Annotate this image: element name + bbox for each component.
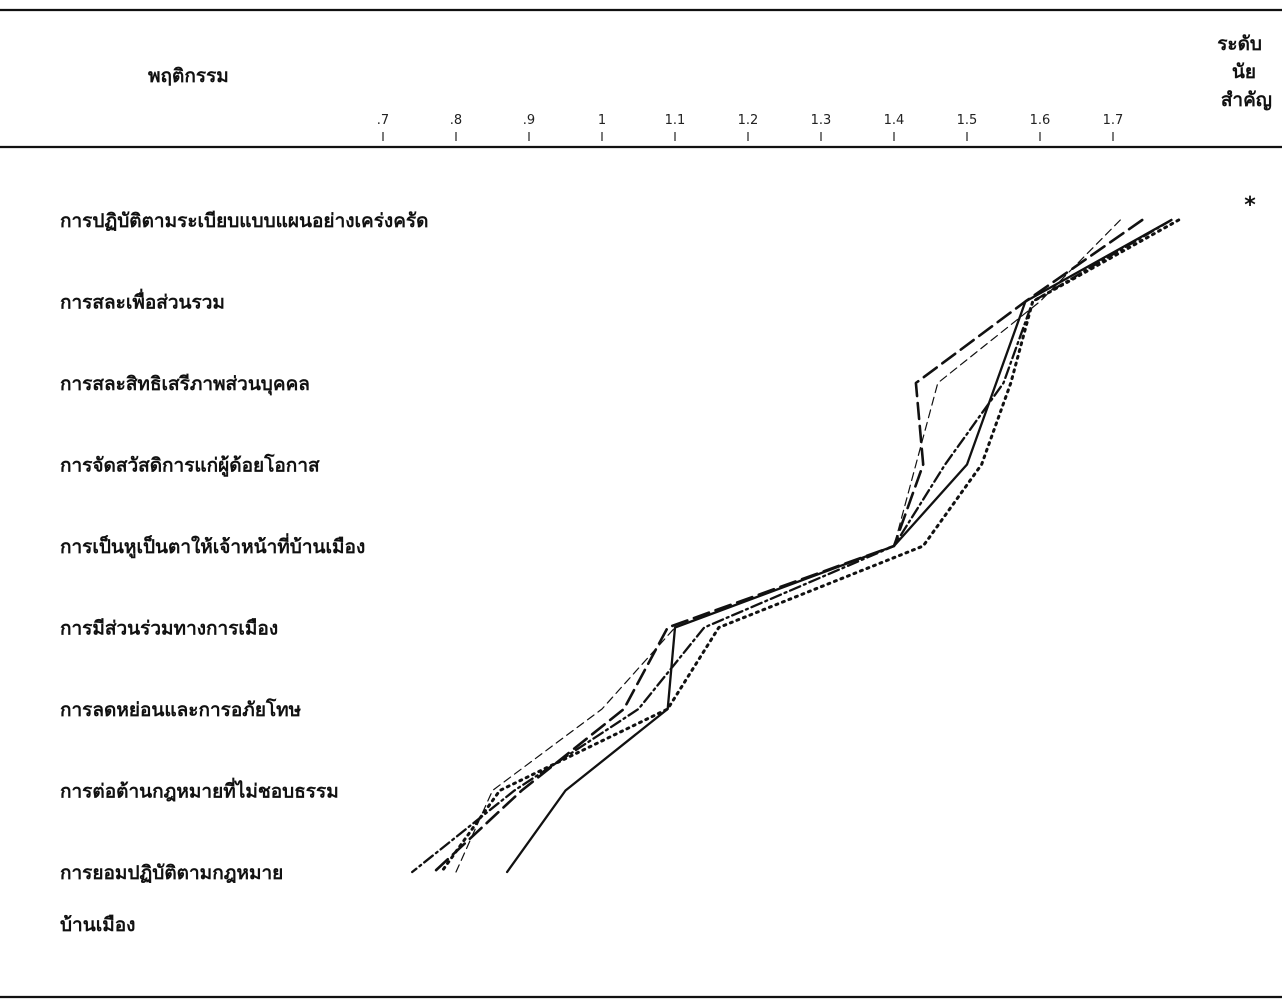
category-label-1: การสละเพื่อส่วนรวม: [60, 289, 225, 314]
category-label-4: การเป็นหูเป็นตาให้เจ้าหน้าที่บ้านเมือง: [60, 533, 365, 559]
category-label-7: การต่อต้านกฎหมายที่ไม่ชอบธรรม: [60, 778, 339, 803]
significance-label-line-1: ระดับ: [1217, 33, 1262, 55]
series-lines: [411, 218, 1181, 874]
x-axis-ticks: .7 .8 .9 1 1.1 1.2 1.3 1.4 1.5 1.6 1.7: [377, 113, 1124, 141]
category-label-2: การสละสิทธิเสรีภาพส่วนบุคคล: [60, 373, 310, 396]
series-line-dash-dot: [411, 218, 1173, 874]
series-line-dotted: [439, 218, 1181, 874]
x-tick-label-0: .7: [377, 113, 389, 128]
category-labels: การปฏิบัติตามระเบียบแบบแผนอย่างเคร่งครัด…: [60, 210, 428, 936]
x-tick-label-6: 1.3: [811, 113, 832, 128]
category-label-0: การปฏิบัติตามระเบียบแบบแผนอย่างเคร่งครัด: [60, 210, 428, 232]
category-label-6: การลดหย่อนและการอภัยโทษ: [60, 698, 302, 721]
series-line-thin-dash: [455, 219, 1121, 873]
x-tick-label-10: 1.7: [1103, 113, 1124, 128]
behavior-column-label: พฤติกรรม: [148, 65, 229, 87]
category-label-8-line-0: การยอมปฏิบัติตามกฎหมาย: [60, 862, 283, 884]
x-tick-label-3: 1: [598, 113, 606, 128]
significance-label-line-2: นัย: [1232, 61, 1256, 83]
category-label-8-line-1: บ้านเมือง: [60, 914, 135, 936]
significance-mark-0: *: [1244, 193, 1256, 218]
series-line-long-dash: [432, 218, 1144, 874]
x-tick-label-5: 1.2: [738, 113, 759, 128]
series-line-solid: [505, 218, 1173, 874]
x-tick-label-1: .8: [450, 113, 462, 128]
category-label-3: การจัดสวัสดิการแก่ผู้ด้อยโอกาส: [60, 454, 320, 478]
x-tick-label-4: 1.1: [665, 113, 686, 128]
x-tick-label-8: 1.5: [957, 113, 978, 128]
significance-marks: *: [1244, 193, 1256, 218]
x-tick-label-7: 1.4: [884, 113, 905, 128]
category-label-5: การมีส่วนร่วมทางการเมือง: [60, 618, 278, 640]
significance-label-line-3: สำคัญ: [1221, 89, 1272, 111]
x-tick-label-2: .9: [523, 113, 535, 128]
x-tick-label-9: 1.6: [1030, 113, 1051, 128]
chart-header: พฤติกรรม ระดับ นัย สำคัญ: [148, 33, 1272, 111]
